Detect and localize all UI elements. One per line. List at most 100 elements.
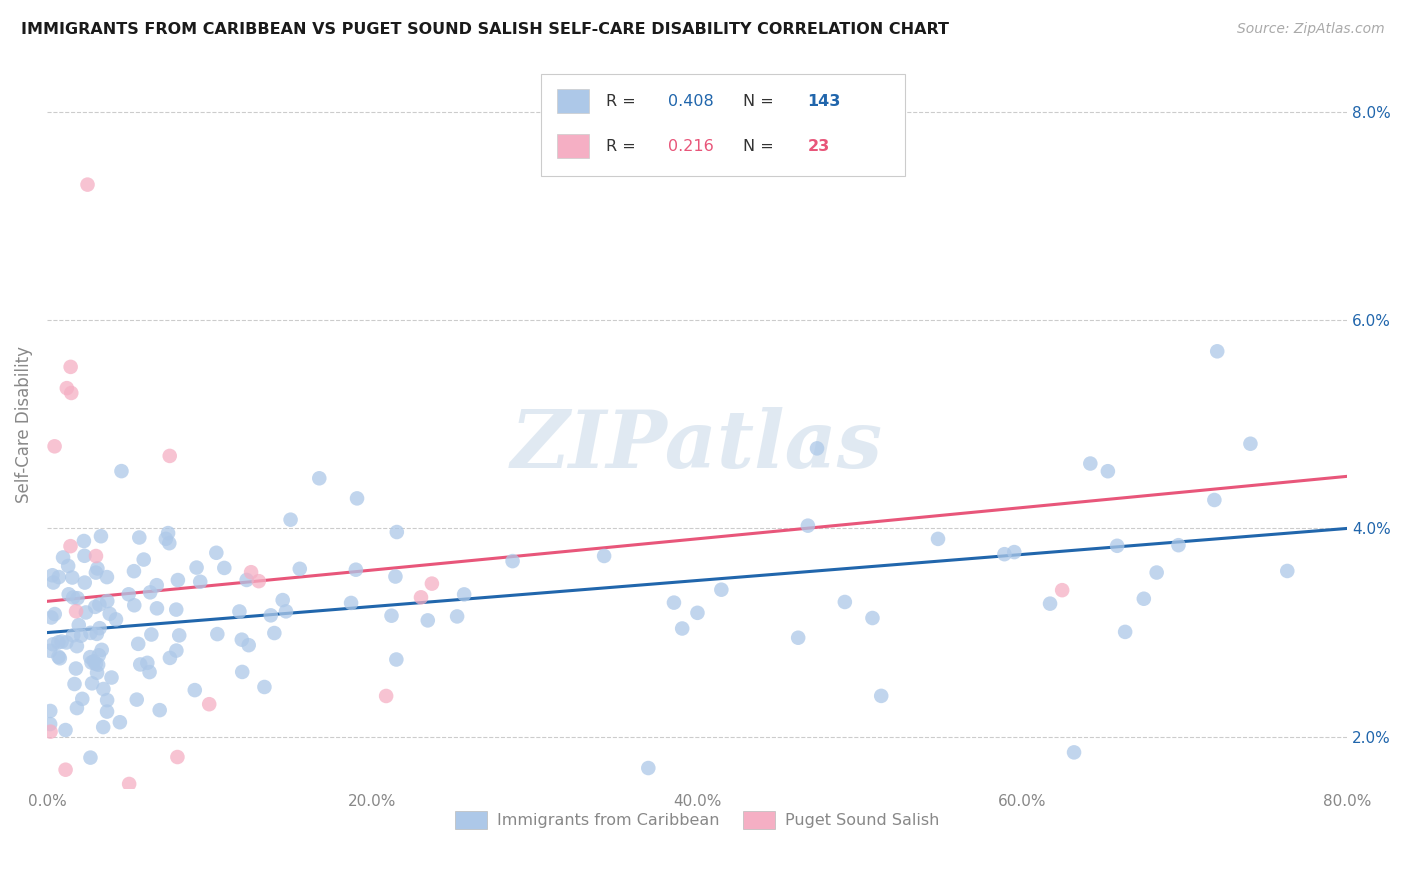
- Point: [375, 689, 398, 703]
- Point: [149, 703, 172, 717]
- Point: [39, 724, 62, 739]
- Point: [118, 777, 141, 791]
- Point: [66, 701, 89, 715]
- Point: [104, 612, 127, 626]
- Bar: [557, 134, 589, 158]
- Text: 0.216: 0.216: [668, 138, 714, 153]
- Point: [66, 639, 89, 653]
- Point: [1277, 564, 1299, 578]
- Point: [84, 599, 107, 614]
- Point: [797, 518, 820, 533]
- Point: [41, 610, 63, 624]
- Point: [89, 621, 111, 635]
- Point: [346, 491, 368, 506]
- Point: [96, 570, 118, 584]
- Point: [41, 568, 63, 582]
- Point: [271, 593, 294, 607]
- Point: [76, 178, 98, 192]
- Point: [502, 554, 524, 568]
- Point: [453, 587, 475, 601]
- Text: Source: ZipAtlas.com: Source: ZipAtlas.com: [1237, 22, 1385, 37]
- Point: [1204, 493, 1226, 508]
- Text: 23: 23: [807, 138, 830, 153]
- Text: 0.408: 0.408: [668, 94, 714, 109]
- Point: [214, 561, 236, 575]
- Text: ZIPatlas: ZIPatlas: [510, 408, 883, 485]
- Point: [44, 439, 66, 453]
- Point: [207, 627, 229, 641]
- Bar: [557, 89, 589, 113]
- Point: [927, 532, 949, 546]
- Point: [593, 549, 616, 563]
- Point: [138, 665, 160, 679]
- Point: [55, 635, 77, 649]
- Point: [686, 606, 709, 620]
- Point: [39, 717, 62, 731]
- Point: [39, 704, 62, 718]
- Point: [993, 547, 1015, 561]
- Point: [96, 594, 118, 608]
- Point: [48, 834, 70, 848]
- Point: [49, 803, 72, 817]
- Point: [39, 644, 62, 658]
- Point: [274, 604, 297, 618]
- Point: [73, 534, 96, 549]
- Point: [51, 634, 73, 648]
- Point: [132, 552, 155, 566]
- Text: R =: R =: [606, 138, 641, 153]
- Point: [637, 761, 659, 775]
- Point: [141, 627, 163, 641]
- Point: [91, 720, 114, 734]
- Point: [129, 657, 152, 672]
- Point: [228, 605, 250, 619]
- Point: [1206, 344, 1229, 359]
- Point: [73, 549, 96, 563]
- Point: [136, 656, 159, 670]
- Point: [385, 652, 408, 666]
- Point: [98, 607, 121, 621]
- Point: [420, 576, 443, 591]
- Point: [231, 632, 253, 647]
- Point: [79, 625, 101, 640]
- FancyBboxPatch shape: [541, 74, 905, 177]
- Point: [862, 611, 884, 625]
- Text: 143: 143: [807, 94, 841, 109]
- Point: [167, 628, 190, 642]
- Point: [205, 546, 228, 560]
- Point: [1114, 624, 1136, 639]
- Point: [59, 359, 82, 374]
- Point: [46, 635, 69, 649]
- Point: [60, 386, 83, 401]
- Point: [380, 608, 402, 623]
- Point: [231, 665, 253, 679]
- Point: [167, 573, 190, 587]
- Point: [100, 671, 122, 685]
- Point: [662, 596, 685, 610]
- Point: [58, 587, 80, 601]
- Point: [870, 689, 893, 703]
- Point: [48, 649, 70, 664]
- Point: [65, 604, 87, 618]
- Point: [65, 661, 87, 675]
- Point: [184, 683, 207, 698]
- Point: [80, 656, 103, 670]
- Point: [122, 599, 145, 613]
- Point: [157, 526, 180, 541]
- Point: [62, 628, 84, 642]
- Point: [159, 651, 181, 665]
- Point: [186, 560, 208, 574]
- Point: [128, 531, 150, 545]
- Point: [75, 606, 97, 620]
- Point: [145, 578, 167, 592]
- Point: [165, 643, 187, 657]
- Point: [159, 449, 181, 463]
- Point: [157, 536, 180, 550]
- Point: [806, 442, 828, 456]
- Text: N =: N =: [742, 94, 779, 109]
- Point: [238, 638, 260, 652]
- Point: [80, 676, 103, 690]
- Point: [55, 723, 77, 737]
- Point: [84, 566, 107, 580]
- Point: [198, 697, 221, 711]
- Point: [340, 596, 363, 610]
